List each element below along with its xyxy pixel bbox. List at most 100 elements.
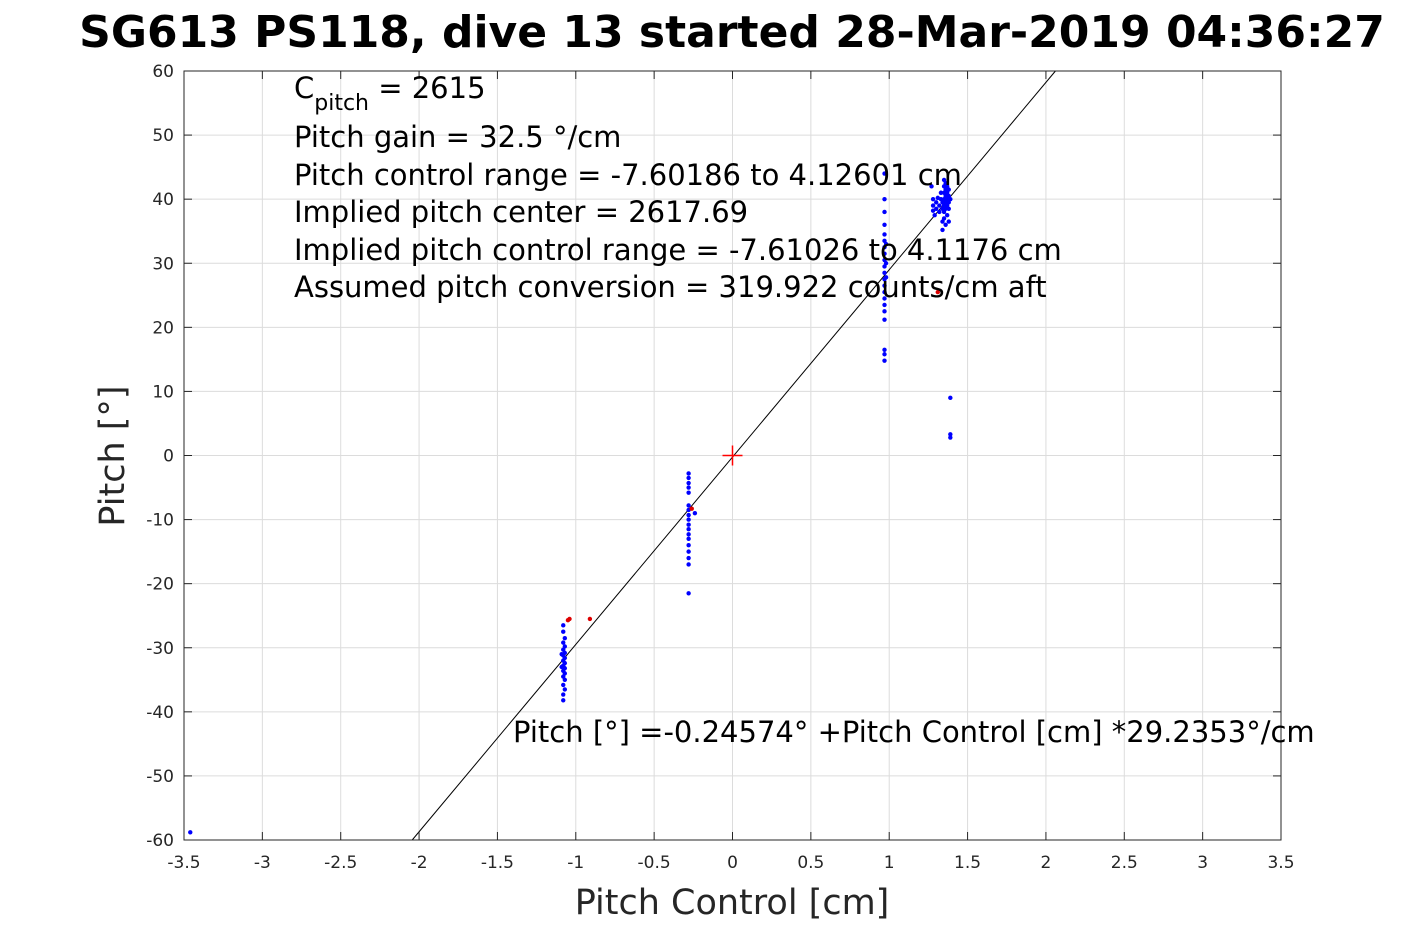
data-point bbox=[882, 302, 887, 308]
data-point bbox=[686, 549, 691, 554]
data-point bbox=[934, 206, 939, 211]
x-tick-label: -1 bbox=[567, 853, 584, 873]
y-tick-label: -20 bbox=[146, 575, 174, 595]
data-point bbox=[930, 203, 936, 208]
annotation-line: Pitch gain = 32.5 °/cm bbox=[294, 120, 621, 154]
annotation-line: Implied pitch center = 2617.69 bbox=[294, 195, 748, 229]
data-point bbox=[882, 222, 887, 227]
data-point bbox=[686, 526, 691, 532]
data-point bbox=[948, 196, 953, 202]
data-point bbox=[882, 251, 887, 256]
data-point bbox=[686, 562, 691, 567]
x-tick-label: -2.5 bbox=[324, 853, 357, 873]
data-point bbox=[559, 664, 564, 670]
annotation-line: Pitch control range = -7.60186 to 4.1260… bbox=[294, 158, 962, 192]
data-point bbox=[686, 490, 691, 495]
data-point bbox=[689, 506, 694, 511]
annotation-block: Cpitch = 2615 Pitch gain = 32.5 °/cm Pit… bbox=[294, 71, 1062, 304]
data-point bbox=[948, 432, 953, 437]
data-point bbox=[686, 471, 691, 476]
x-tick-label: -3.5 bbox=[167, 853, 200, 873]
data-point bbox=[883, 275, 889, 280]
data-point bbox=[562, 677, 568, 682]
y-tick-label: 10 bbox=[152, 382, 174, 402]
data-point bbox=[940, 227, 945, 233]
data-point bbox=[929, 184, 934, 189]
data-point bbox=[686, 517, 691, 522]
data-point bbox=[686, 532, 691, 537]
data-point bbox=[686, 475, 691, 481]
data-point bbox=[882, 196, 887, 202]
chart-title: SG613 PS118, dive 13 started 28-Mar-2019… bbox=[79, 7, 1385, 58]
x-tick-label: -1.5 bbox=[481, 853, 514, 873]
data-point bbox=[559, 651, 564, 657]
data-point bbox=[561, 629, 566, 634]
x-tick-label: 3.5 bbox=[1267, 853, 1294, 873]
data-point bbox=[692, 510, 698, 516]
y-tick-label: -30 bbox=[146, 639, 174, 659]
y-tick-label: -50 bbox=[146, 767, 174, 787]
data-point bbox=[188, 830, 193, 835]
data-point bbox=[882, 232, 887, 237]
x-tick-label: 2 bbox=[1041, 853, 1052, 873]
data-point bbox=[686, 485, 691, 490]
axis-ticks: -3.5 -3 -2.5 -2 -1.5 -1 -0.5 0 0.5 1 1.5 2 2.5 3 3.5 -6… bbox=[146, 62, 1294, 873]
y-tick-label: 40 bbox=[152, 190, 174, 210]
data-point bbox=[948, 395, 953, 401]
data-point bbox=[686, 480, 691, 486]
data-points bbox=[188, 171, 953, 835]
data-point bbox=[930, 196, 936, 202]
data-point bbox=[565, 617, 571, 623]
annotation-cpitch: Cpitch = 2615 bbox=[294, 71, 486, 116]
data-point bbox=[937, 203, 942, 208]
annotation-line: Implied pitch control range = -7.61026 t… bbox=[294, 233, 1062, 267]
data-point bbox=[943, 222, 948, 227]
data-point bbox=[587, 616, 593, 622]
center-marker-layer bbox=[722, 445, 743, 466]
data-point bbox=[882, 209, 887, 215]
y-tick-label: 0 bbox=[163, 447, 174, 467]
data-point bbox=[938, 190, 944, 195]
x-tick-label: 1 bbox=[884, 853, 895, 873]
data-point bbox=[686, 522, 691, 527]
data-point bbox=[562, 635, 568, 641]
data-point bbox=[948, 435, 953, 440]
data-point bbox=[686, 543, 691, 548]
x-tick-label: 0 bbox=[727, 853, 738, 873]
data-point bbox=[561, 692, 566, 697]
data-point bbox=[882, 270, 887, 276]
y-tick-label: -10 bbox=[146, 511, 174, 531]
data-point bbox=[561, 698, 566, 703]
data-point bbox=[686, 591, 691, 596]
data-point bbox=[883, 261, 889, 266]
data-point bbox=[882, 296, 887, 301]
y-tick-label: -40 bbox=[146, 703, 174, 723]
data-point bbox=[944, 212, 950, 218]
data-point bbox=[946, 206, 951, 211]
y-tick-label: 30 bbox=[152, 254, 174, 274]
data-point bbox=[882, 289, 887, 295]
y-tick-label: 50 bbox=[152, 126, 174, 146]
data-point bbox=[686, 503, 691, 508]
data-point bbox=[561, 623, 566, 628]
data-point bbox=[882, 358, 887, 363]
y-tick-label: -60 bbox=[146, 831, 174, 851]
data-point bbox=[937, 209, 942, 215]
annotation-cpitch-value: = 2615 bbox=[369, 71, 486, 105]
x-axis-label: Pitch Control [cm] bbox=[575, 883, 890, 923]
data-point bbox=[561, 640, 566, 645]
data-point bbox=[686, 536, 691, 542]
data-point bbox=[562, 687, 568, 692]
data-point bbox=[883, 241, 889, 247]
data-point bbox=[882, 347, 887, 352]
data-point bbox=[882, 283, 887, 288]
x-tick-label: 2.5 bbox=[1111, 853, 1138, 873]
annotation-cpitch-main: C bbox=[294, 71, 314, 105]
data-point bbox=[686, 555, 691, 561]
data-point bbox=[932, 212, 937, 218]
data-point bbox=[941, 216, 947, 221]
data-point bbox=[882, 352, 887, 357]
y-tick-label: 20 bbox=[152, 318, 174, 338]
data-point bbox=[934, 200, 939, 205]
